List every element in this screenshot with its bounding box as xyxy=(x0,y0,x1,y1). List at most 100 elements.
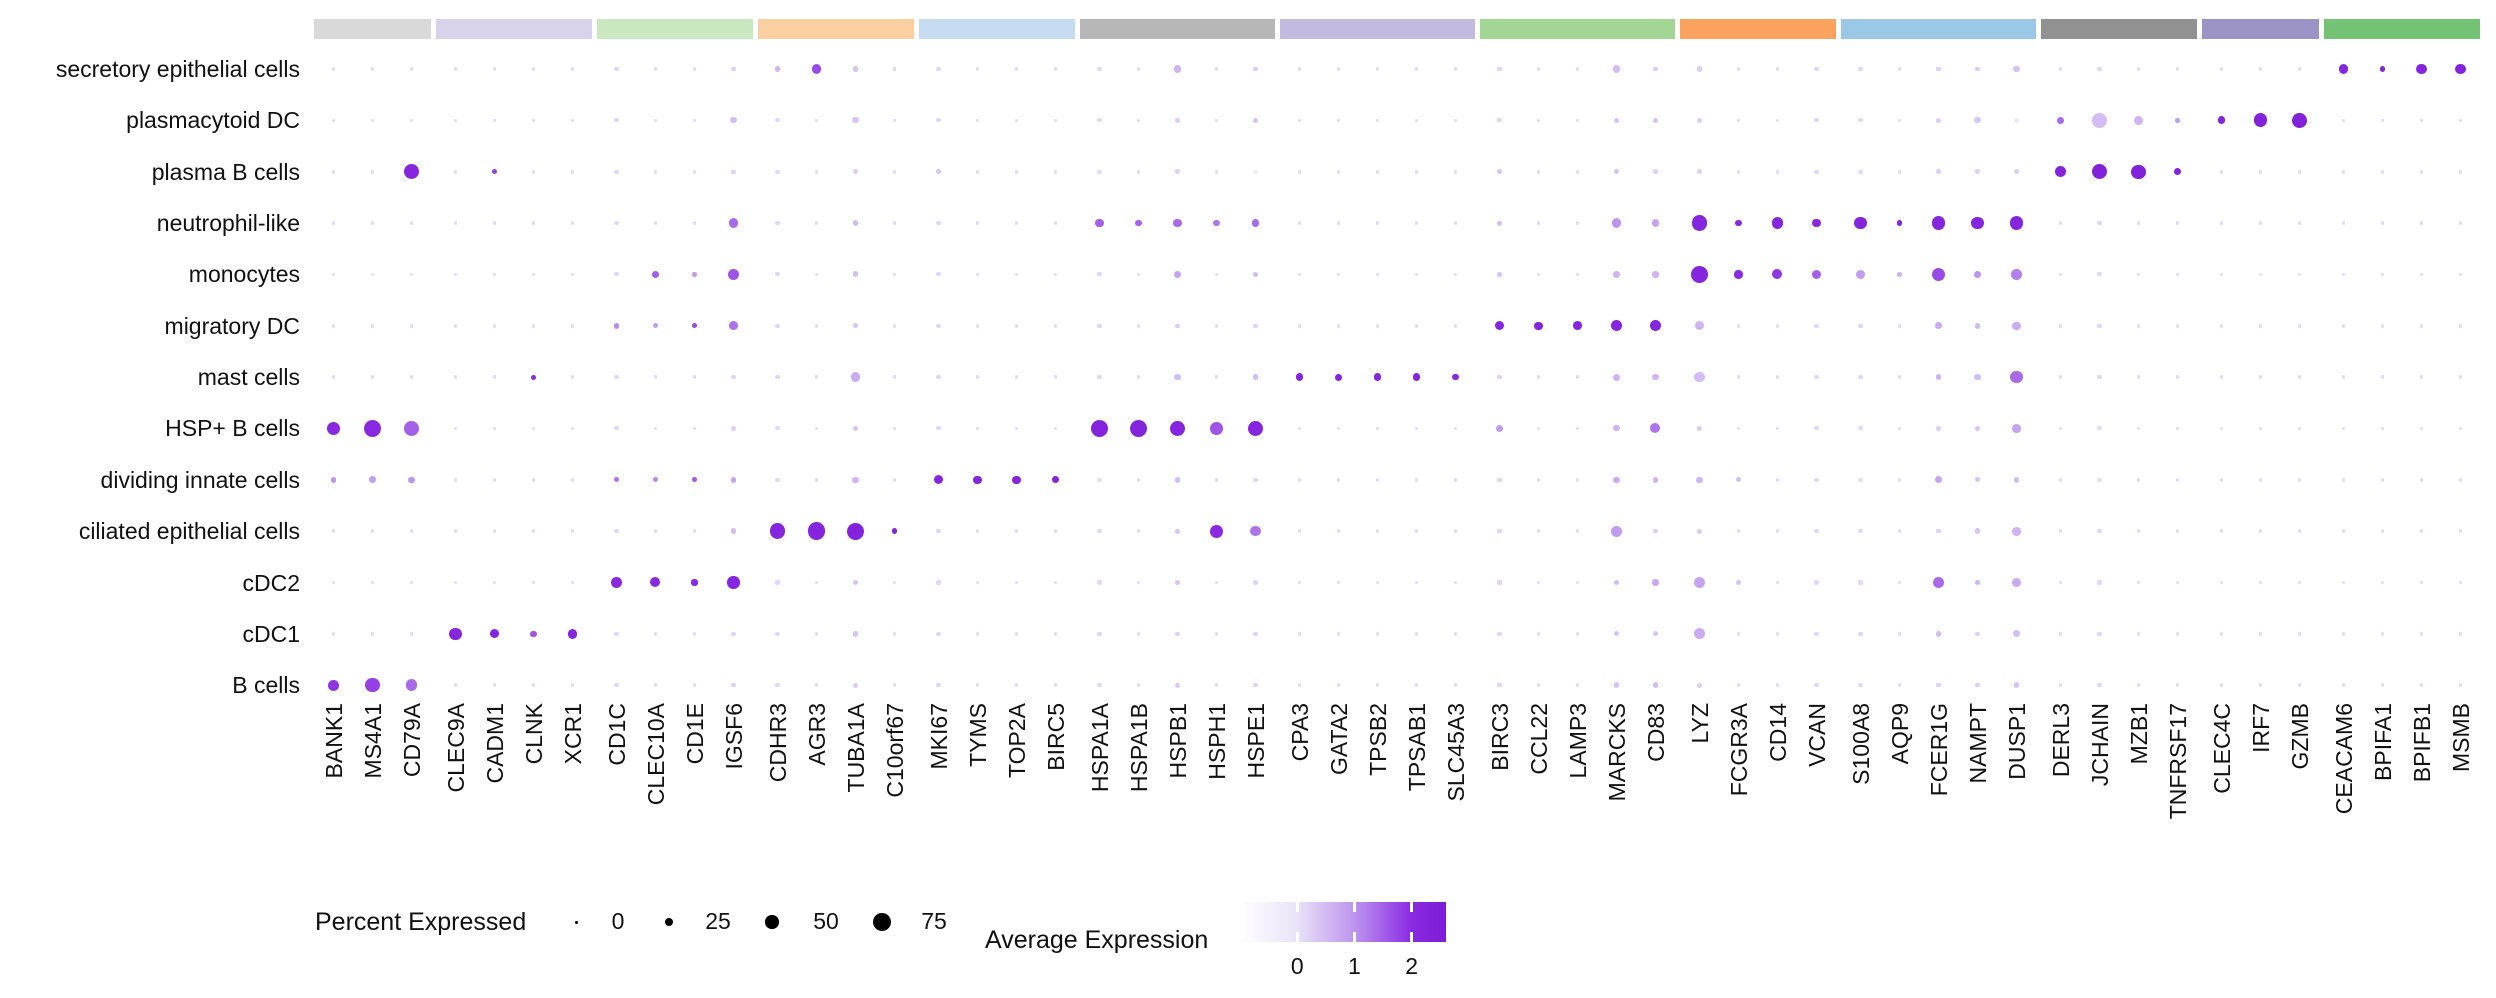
expression-dot xyxy=(403,164,420,180)
expression-dot xyxy=(1575,375,1580,379)
expression-dot xyxy=(1497,631,1502,636)
expression-dot xyxy=(2219,580,2224,585)
expression-dot xyxy=(1814,477,1819,482)
expression-dot xyxy=(1453,477,1458,482)
expression-dot xyxy=(2219,169,2224,174)
expression-dot xyxy=(2258,272,2263,277)
expression-dot xyxy=(775,169,780,174)
expression-dot xyxy=(1697,682,1702,688)
expression-dot xyxy=(1175,323,1180,328)
expression-dot xyxy=(1736,169,1741,174)
expression-dot xyxy=(2297,529,2302,533)
expression-dot xyxy=(453,683,458,687)
expression-dot xyxy=(1295,373,1304,381)
expression-dot xyxy=(1814,323,1819,328)
expression-dot xyxy=(1697,169,1702,174)
expression-dot xyxy=(1534,321,1543,330)
expression-dot xyxy=(614,118,619,123)
gene-label-text: AQP9 xyxy=(1886,703,1913,765)
expression-dot xyxy=(892,477,897,482)
expression-dot xyxy=(653,683,658,687)
expression-dot xyxy=(2458,118,2463,123)
expression-dot xyxy=(2175,67,2180,71)
colorbar-tick-mark xyxy=(1352,902,1356,912)
expression-dot xyxy=(807,522,826,541)
expression-dot xyxy=(730,528,737,535)
gene-label: LYZ xyxy=(1687,703,1727,743)
expression-dot xyxy=(531,323,536,328)
expression-dot xyxy=(2097,477,2102,482)
expression-dot xyxy=(852,271,859,278)
expression-dot xyxy=(1253,323,1258,328)
expression-dot xyxy=(2380,169,2385,174)
expression-dot xyxy=(1775,580,1780,585)
expression-dot xyxy=(1012,475,1021,484)
expression-dot xyxy=(775,272,780,277)
expression-dot xyxy=(1575,426,1580,431)
gene-label-text: CLEC4C xyxy=(2208,703,2235,794)
expression-dot xyxy=(1495,424,1504,432)
expression-dot xyxy=(692,118,697,123)
expression-dot xyxy=(730,117,737,124)
expression-dot xyxy=(2219,632,2224,636)
expression-dot xyxy=(1375,221,1380,225)
expression-dot xyxy=(1414,529,1419,533)
expression-dot xyxy=(814,375,819,379)
expression-dot xyxy=(1771,217,1784,229)
expression-dot xyxy=(731,426,736,431)
expression-dot xyxy=(1575,118,1580,123)
expression-dot xyxy=(370,221,375,225)
legend-size-value: 75 xyxy=(921,908,947,934)
expression-dot xyxy=(653,529,658,533)
expression-dot xyxy=(409,221,414,225)
expression-dot xyxy=(1253,66,1258,72)
expression-dot xyxy=(2419,221,2424,225)
expression-dot xyxy=(409,580,414,585)
expression-dot xyxy=(1653,66,1658,72)
expression-dot xyxy=(2097,631,2102,636)
expression-dot xyxy=(1775,477,1780,482)
expression-dot xyxy=(2097,529,2102,534)
gene-label-text: HSPA1B xyxy=(1125,703,1152,793)
cell-type-label: secretory epithelial cells xyxy=(55,56,300,82)
expression-dot xyxy=(1136,169,1141,174)
gene-label-text: TNFRSF17 xyxy=(2164,703,2191,820)
expression-dot xyxy=(1136,375,1141,379)
expression-dot xyxy=(1775,426,1780,431)
expression-dot xyxy=(1375,169,1380,174)
expression-dot xyxy=(2091,112,2108,129)
expression-dot xyxy=(975,529,980,533)
expression-dot xyxy=(2012,526,2021,536)
expression-dot xyxy=(1136,118,1141,123)
expression-dot xyxy=(2136,426,2141,431)
expression-dot xyxy=(814,169,819,174)
expression-dot xyxy=(492,683,497,687)
expression-dot xyxy=(2219,426,2224,431)
expression-dot xyxy=(1414,272,1419,277)
expression-dot xyxy=(2297,375,2302,379)
expression-dot xyxy=(531,426,536,431)
expression-dot xyxy=(892,118,897,123)
expression-dot xyxy=(409,529,414,533)
expression-dot xyxy=(1575,683,1580,687)
expression-dot xyxy=(1612,373,1621,381)
expression-dot xyxy=(1975,169,1980,174)
expression-dot xyxy=(453,426,458,431)
expression-dot xyxy=(2097,66,2102,71)
expression-dot xyxy=(1935,630,1942,637)
expression-dot xyxy=(975,426,980,431)
expression-dot xyxy=(1497,529,1502,534)
expression-dot xyxy=(2058,580,2063,585)
expression-dot xyxy=(2341,683,2346,687)
expression-dot xyxy=(570,683,575,687)
gene-label-text: CD1C xyxy=(603,703,630,766)
expression-dot xyxy=(1536,580,1541,585)
expression-dot xyxy=(531,169,536,174)
expression-dot xyxy=(1575,221,1580,225)
expression-dot xyxy=(1736,375,1741,379)
expression-dot xyxy=(2380,118,2385,123)
expression-dot xyxy=(1414,683,1419,687)
expression-dot xyxy=(1214,118,1219,123)
expression-dot xyxy=(331,272,336,277)
expression-dot xyxy=(1652,477,1659,483)
